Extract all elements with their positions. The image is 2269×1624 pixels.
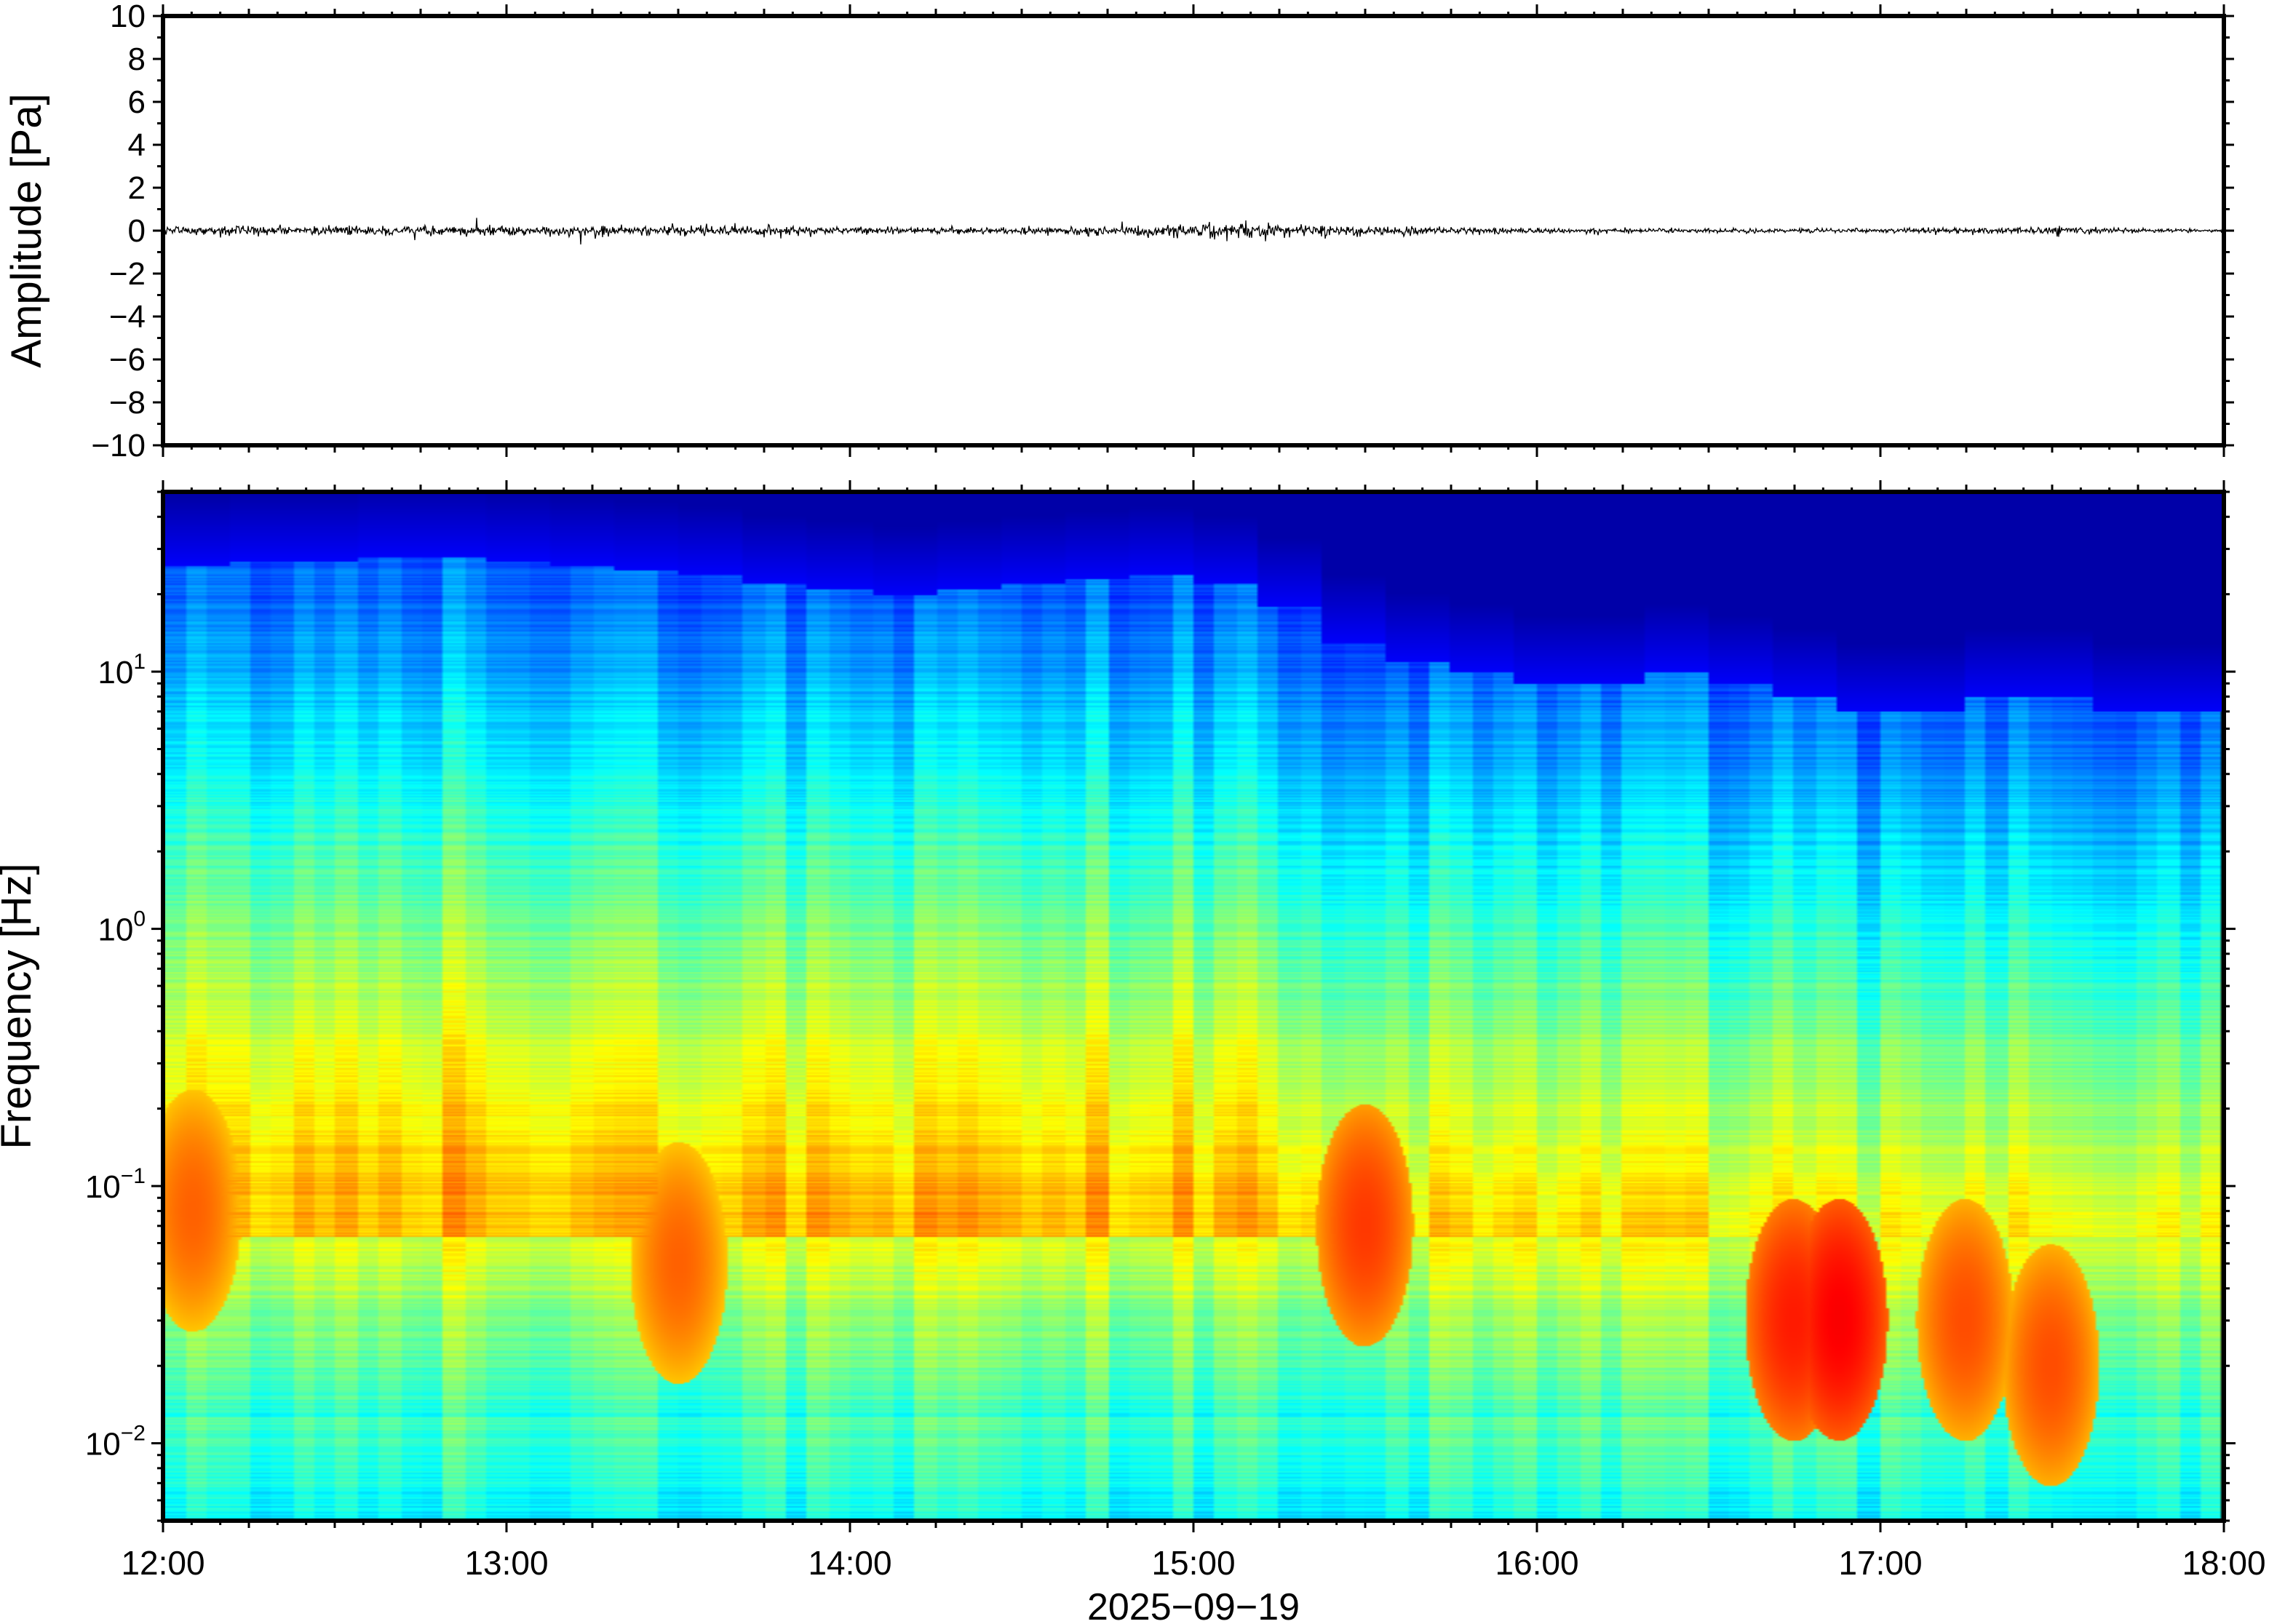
spectrogram-ytick-label: 100 <box>98 907 146 948</box>
spectrogram-ylabel: Frequency [Hz] <box>0 863 40 1149</box>
waveform-panel: 10 8 6 4 2 0 −2 −4 −6 −8 −10 Amplitude [Pa] <box>3 0 2234 463</box>
waveform-ytick-label: 2 <box>128 170 146 206</box>
spectrogram-ytick-label: 10−2 <box>85 1422 146 1462</box>
spectrogram-heatmap <box>163 492 2224 1521</box>
x-tick-label: 14:00 <box>808 1544 891 1582</box>
x-tick-label: 16:00 <box>1495 1544 1578 1582</box>
waveform-ytick-label: 0 <box>128 213 146 249</box>
x-tick-label: 15:00 <box>1151 1544 1235 1582</box>
x-tick-label: 12:00 <box>121 1544 204 1582</box>
waveform-ytick-label: −10 <box>91 428 146 463</box>
waveform-ytick-label: −6 <box>109 342 146 378</box>
spectrogram-ytick-label: 10−1 <box>85 1164 146 1205</box>
spectrogram-frame <box>161 490 2226 1523</box>
waveform-ytick-label: 6 <box>128 84 146 120</box>
waveform-ytick-label: 10 <box>110 0 146 34</box>
waveform-ytick-label: −4 <box>109 299 146 335</box>
x-tick-label: 17:00 <box>1838 1544 1922 1582</box>
x-tick-label: 13:00 <box>464 1544 548 1582</box>
waveform-ytick-label: −8 <box>109 385 146 421</box>
waveform-ytick-label: 4 <box>128 127 146 163</box>
waveform-frame <box>161 14 2226 447</box>
spectrogram-ytick-label: 101 <box>98 650 146 690</box>
waveform-trace <box>162 218 2225 245</box>
x-tick-label: 18:00 <box>2182 1544 2265 1582</box>
waveform-ytick-label: 8 <box>128 41 146 77</box>
waveform-ylabel: Amplitude [Pa] <box>3 93 50 367</box>
x-axis-date-label: 2025−09−19 <box>1087 1586 1300 1624</box>
spectrogram-panel: 10−2 10−1 100 101 Frequency [Hz] <box>0 480 2236 1532</box>
waveform-ytick-label: −2 <box>109 256 146 292</box>
